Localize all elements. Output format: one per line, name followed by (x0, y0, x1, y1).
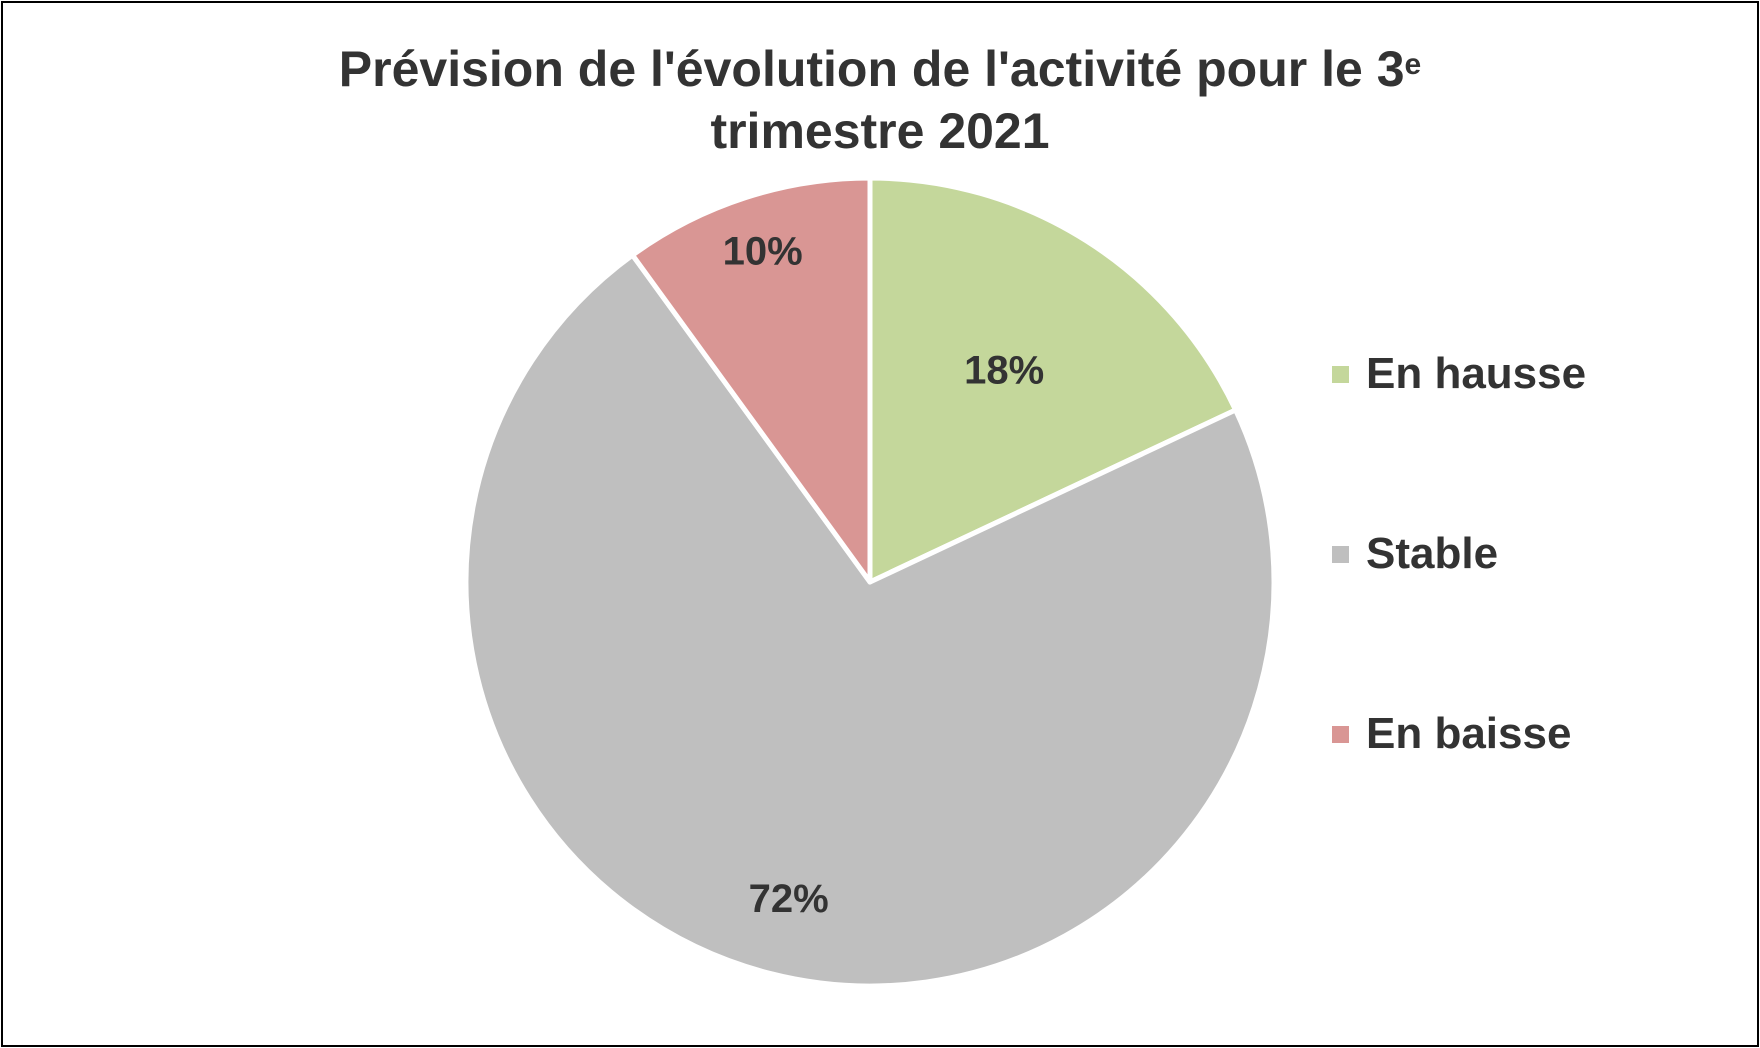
chart-title-line1: Prévision de l'évolution de l'activité p… (338, 41, 1405, 97)
legend-label-en-baisse: En baisse (1366, 709, 1572, 758)
pie-slice-en-hausse[interactable] (867, 175, 1239, 585)
pie-slice-en-baisse[interactable] (630, 175, 873, 585)
legend-item-en-baisse[interactable]: En baisse (1332, 702, 1732, 882)
data-label-en-hausse: 18% (964, 349, 1044, 393)
pie-labels: 18% 72% 10% (723, 230, 1045, 921)
pie-slices (463, 175, 1277, 989)
legend-label-stable: Stable (1366, 529, 1499, 578)
data-label-stable: 72% (749, 877, 829, 921)
pie-slice-stable[interactable] (463, 252, 1277, 989)
legend-swatch-en-baisse (1332, 726, 1349, 743)
chart-title-line2: trimestre 2021 (710, 103, 1050, 159)
chart-title-superscript: e (1404, 48, 1422, 81)
chart-title: Prévision de l'évolution de l'activité p… (180, 38, 1580, 162)
legend-item-en-hausse[interactable]: En hausse (1332, 342, 1732, 522)
legend-item-stable[interactable]: Stable (1332, 522, 1732, 702)
legend-swatch-stable (1332, 546, 1349, 563)
data-label-en-baisse: 10% (723, 230, 803, 274)
legend-swatch-en-hausse (1332, 366, 1349, 383)
legend: En hausse Stable En baisse (1332, 342, 1732, 882)
legend-label-en-hausse: En hausse (1366, 349, 1587, 398)
